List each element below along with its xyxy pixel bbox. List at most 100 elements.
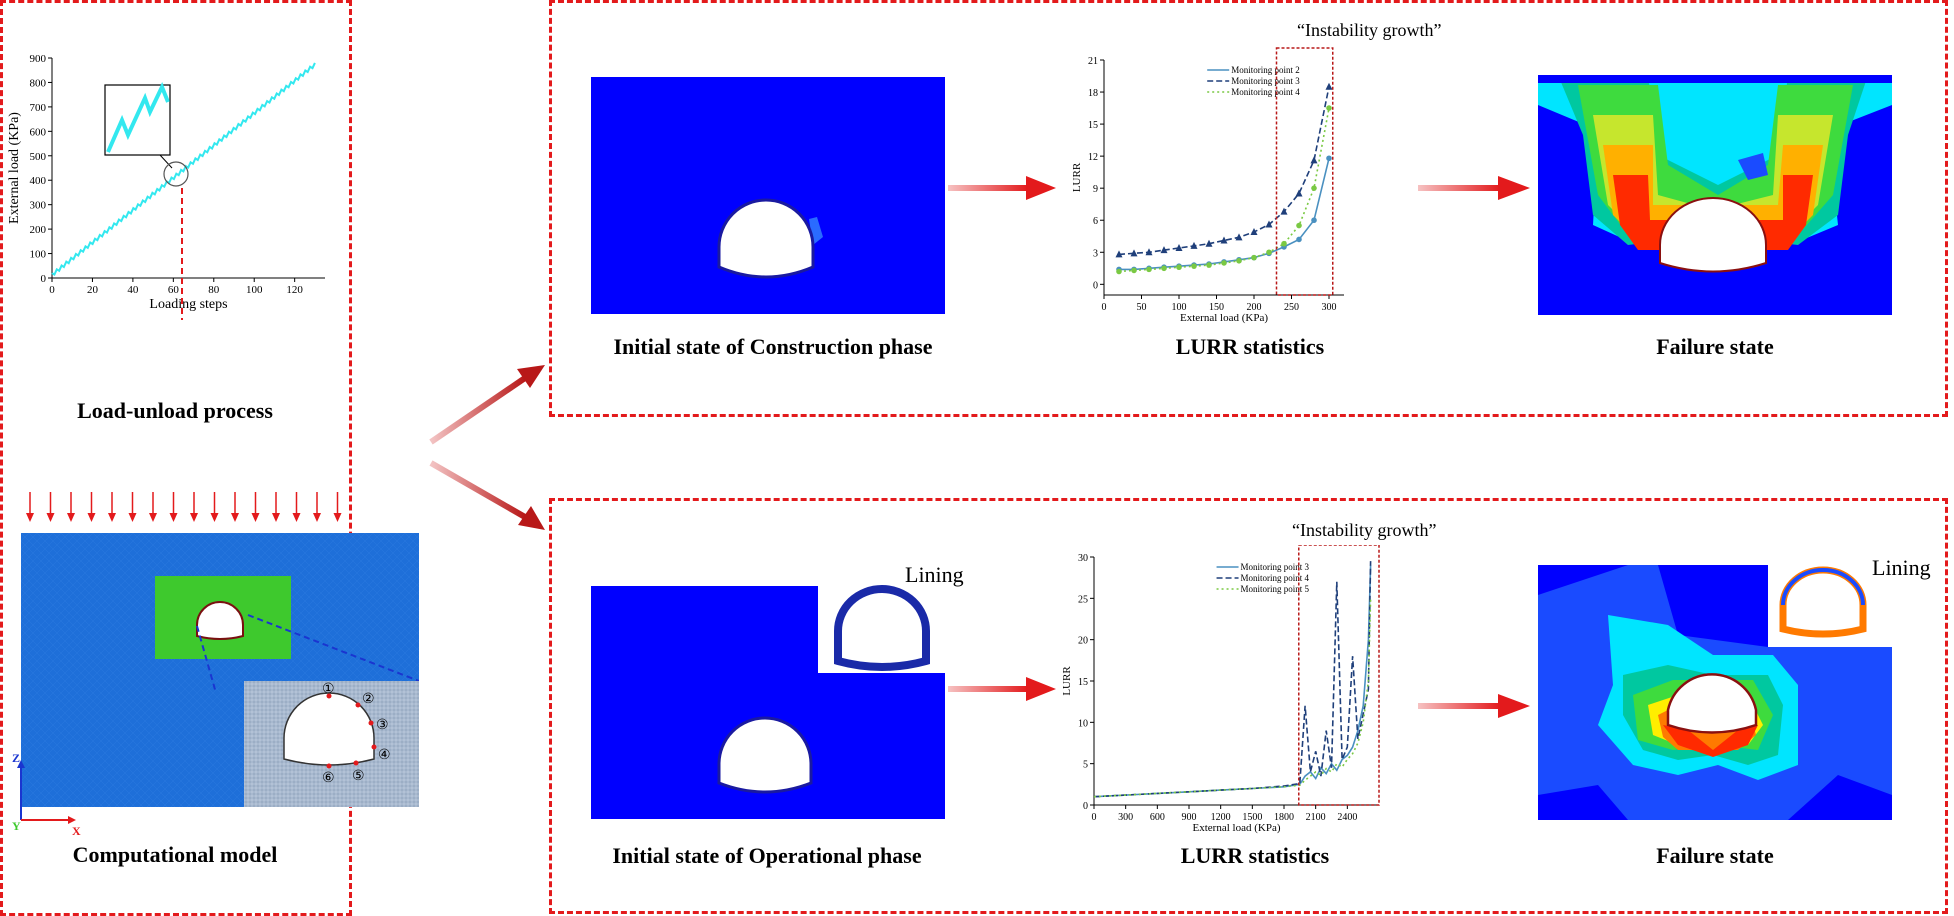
load-arrow-head (333, 513, 342, 522)
monitor-marker-2: ② (362, 692, 375, 707)
monitor-marker-5: ⑤ (352, 769, 365, 784)
data-point (1295, 189, 1303, 197)
x-tick-label: 200 (1247, 302, 1262, 313)
load-arrow-head (26, 513, 34, 522)
y-tick-label: 15 (1078, 677, 1088, 688)
x-tick-label: 1200 (1211, 812, 1231, 823)
y-tick-label: 400 (30, 175, 47, 187)
top-instability-label: “Instability growth” (1297, 20, 1442, 40)
y-axis-label: External load (KPa) (7, 112, 22, 224)
x-tick-label: 150 (1209, 302, 1224, 313)
x-tick-label: 0 (1102, 302, 1107, 313)
y-tick-label: 0 (1093, 280, 1098, 291)
load-arrow-head (292, 513, 301, 522)
data-point (1115, 250, 1123, 258)
lurr-construction-chart: 0 50 100 150 200 250 300 0 3 6 9 12 15 18 21 External l… (1071, 47, 1344, 324)
load-arrow-head (190, 513, 198, 522)
x-tick-label: 1500 (1242, 812, 1262, 823)
data-point (1131, 267, 1137, 274)
x-tick-label: 100 (246, 284, 263, 296)
load-arrows (26, 492, 342, 522)
load-arrow-head (46, 513, 55, 522)
y-tick-label: 20 (1078, 636, 1088, 647)
series-line-3 (1093, 598, 1372, 798)
x-tick-label: 2400 (1337, 812, 1357, 823)
data-point (1265, 220, 1273, 228)
data-point (1116, 268, 1122, 275)
lurr-operational-chart: 0 300 600 900 1200 1500 1800 2100 2400 0 5 10 15 20 25… (1061, 545, 1380, 834)
x-tick-label: 0 (1092, 812, 1097, 823)
bottom-instability-label: “Instability growth” (1292, 520, 1437, 540)
series-line-3 (1118, 107, 1330, 273)
axis-triad: Z Y X (12, 752, 81, 837)
y-tick-label: 0 (1083, 801, 1088, 812)
legend-entry: Monitoring point 2 (1231, 65, 1300, 75)
legend-entry: Monitoring point 5 (1241, 584, 1310, 594)
data-point (1325, 82, 1333, 90)
top-row-frame (549, 0, 1948, 417)
initial-construction-model (591, 77, 945, 314)
model-mesh: ① ② ③ ④ ⑤ ⑥ (21, 533, 420, 807)
bottom-arrow-2 (1418, 694, 1530, 718)
y-tick-label: 500 (30, 151, 47, 163)
series-line-2 (1118, 86, 1330, 256)
monitor-marker-4: ④ (378, 748, 391, 763)
computational-model: ① ② ③ ④ ⑤ ⑥ (21, 533, 420, 807)
lining-label-failure: Lining (1872, 555, 1931, 580)
x-tick-label: 300 (1322, 302, 1337, 313)
y-axis-label: LURR (1061, 666, 1073, 696)
zoom-inset-frame (104, 84, 171, 156)
legend-entry: Monitoring point 3 (1231, 76, 1300, 86)
data-point (1220, 236, 1228, 244)
y-tick-label: 30 (1078, 553, 1088, 564)
load-arrow-head (210, 513, 219, 522)
load-arrow-head (272, 513, 280, 522)
y-tick-label: 200 (30, 224, 47, 236)
y-axis-label: LURR (1071, 162, 1083, 192)
y-tick-label: 3 (1093, 248, 1098, 259)
load-arrow-head (67, 513, 75, 522)
zoom-inset-pointer (159, 154, 173, 169)
top-arrow-2 (1418, 176, 1530, 200)
data-point (1206, 262, 1212, 268)
bottom-initial-caption: Initial state of Operational phase (612, 843, 922, 868)
data-point (1221, 260, 1227, 266)
y-tick-label: 25 (1078, 594, 1088, 605)
x-axis-label: External load (KPa) (1193, 822, 1281, 834)
data-point (1191, 263, 1197, 269)
load-arrow-head (149, 513, 157, 522)
data-point (1326, 155, 1332, 162)
y-tick-label: 18 (1088, 88, 1098, 99)
x-tick-label: 0 (49, 284, 55, 296)
axis-y-label: Y (12, 819, 21, 833)
lining-inset-initial (834, 585, 930, 671)
series-line-2 (1093, 561, 1372, 798)
data-point (1311, 185, 1317, 191)
y-tick-label: 700 (30, 102, 47, 114)
bottom-lurr-caption: LURR statistics (1180, 843, 1330, 868)
load-arrow-head (231, 513, 239, 522)
bottom-arrow-1 (948, 677, 1056, 701)
monitor-marker-6: ⑥ (322, 771, 335, 786)
data-point (1326, 105, 1332, 111)
x-tick-label: 40 (127, 284, 139, 296)
lining-label-initial: Lining (905, 562, 964, 587)
top-arrow-1 (948, 176, 1056, 200)
data-point (1145, 248, 1153, 256)
failure-construction-contour (1538, 75, 1892, 315)
data-point (1266, 249, 1272, 256)
x-tick-label: 100 (1172, 302, 1187, 313)
x-tick-label: 600 (1150, 812, 1165, 823)
data-point (1146, 266, 1152, 273)
data-point (1311, 217, 1317, 224)
data-point (1161, 265, 1167, 272)
y-tick-label: 900 (30, 53, 47, 65)
model-caption: Computational model (72, 842, 278, 867)
y-tick-label: 10 (1078, 718, 1088, 729)
legend-entry: Monitoring point 3 (1241, 562, 1310, 572)
y-tick-label: 0 (41, 273, 47, 285)
data-point (1296, 222, 1302, 229)
load-arrow-head (313, 513, 321, 522)
failure-operational-contour (1538, 565, 1892, 820)
y-tick-label: 100 (30, 249, 47, 261)
